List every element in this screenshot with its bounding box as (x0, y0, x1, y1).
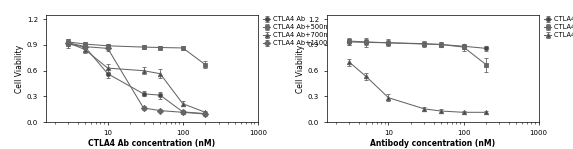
Legend: CTLA4 Ab, CTLA4 Ab+500nm Gel, CTLA4 Ab+700nm Gel, CTLA4 Ab+1100nm Gel: CTLA4 Ab, CTLA4 Ab+500nm Gel, CTLA4 Ab+7… (262, 15, 352, 48)
X-axis label: CTLA4 Ab concentration (nM): CTLA4 Ab concentration (nM) (88, 139, 215, 148)
Y-axis label: Cell Viability: Cell Viability (15, 45, 24, 93)
Legend: CTLA4 Ab, CTLA4 Ab+1100nm Bead, CTLA4 Ab+1100nm Gel: CTLA4 Ab, CTLA4 Ab+1100nm Bead, CTLA4 Ab… (543, 15, 573, 40)
X-axis label: Antibody concentration (nM): Antibody concentration (nM) (370, 139, 495, 148)
Y-axis label: Cell Viability: Cell Viability (296, 45, 305, 93)
